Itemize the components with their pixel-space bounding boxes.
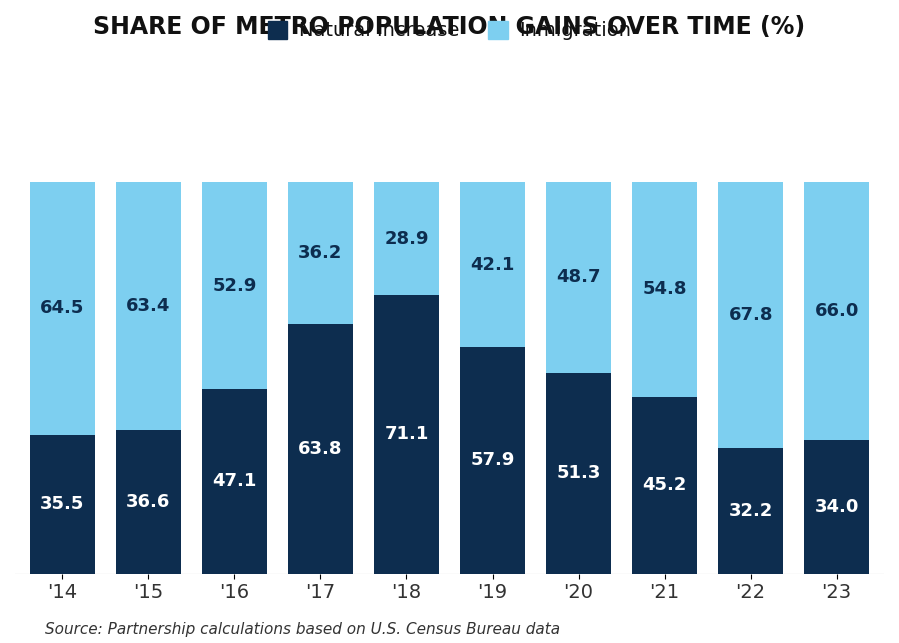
Text: 32.2: 32.2 <box>728 502 773 520</box>
Text: Source: Partnership calculations based on U.S. Census Bureau data: Source: Partnership calculations based o… <box>45 622 560 637</box>
Bar <box>460 347 525 574</box>
Text: 63.4: 63.4 <box>126 297 171 315</box>
Text: 36.2: 36.2 <box>298 244 343 262</box>
Text: 63.8: 63.8 <box>298 440 343 458</box>
Text: 71.1: 71.1 <box>384 426 429 444</box>
Bar <box>632 397 697 574</box>
Bar <box>116 430 181 574</box>
Text: 28.9: 28.9 <box>384 230 429 248</box>
Text: 35.5: 35.5 <box>40 495 85 513</box>
Bar <box>718 182 783 448</box>
Bar <box>289 324 352 574</box>
Bar <box>202 389 267 574</box>
Bar <box>805 440 869 574</box>
Text: 67.8: 67.8 <box>728 306 773 324</box>
Bar <box>374 295 439 574</box>
Text: 45.2: 45.2 <box>643 476 687 494</box>
Text: 47.1: 47.1 <box>212 473 256 491</box>
Text: 36.6: 36.6 <box>126 493 171 511</box>
Bar <box>718 448 783 574</box>
Bar <box>460 182 525 347</box>
Text: 52.9: 52.9 <box>212 276 256 294</box>
Text: 34.0: 34.0 <box>814 498 859 516</box>
Legend: Natural Increase, Inmigration: Natural Increase, Inmigration <box>260 14 639 48</box>
Bar <box>547 373 610 574</box>
Text: 51.3: 51.3 <box>556 464 601 482</box>
Text: 42.1: 42.1 <box>470 255 515 273</box>
Text: 54.8: 54.8 <box>643 280 687 298</box>
Bar <box>289 182 352 324</box>
Bar <box>30 182 94 435</box>
Bar <box>116 182 181 430</box>
Text: 57.9: 57.9 <box>470 451 515 469</box>
Text: 64.5: 64.5 <box>40 300 85 318</box>
Text: 48.7: 48.7 <box>556 268 601 286</box>
Bar <box>547 182 610 373</box>
Bar <box>30 435 94 574</box>
Bar <box>374 182 439 295</box>
Title: SHARE OF METRO POPULATION GAINS OVER TIME (%): SHARE OF METRO POPULATION GAINS OVER TIM… <box>93 15 806 39</box>
Bar <box>632 182 697 397</box>
Bar <box>805 182 869 440</box>
Bar <box>202 182 267 389</box>
Text: 66.0: 66.0 <box>814 302 859 320</box>
